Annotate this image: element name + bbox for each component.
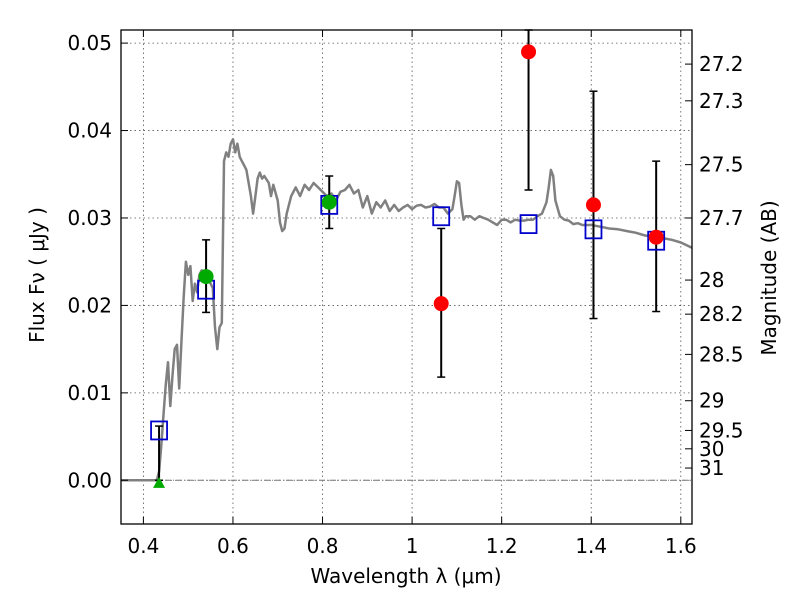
axes-frame-layer bbox=[120, 29, 693, 525]
plot-frame bbox=[120, 29, 693, 525]
x-tick-label: 0.4 bbox=[127, 534, 159, 558]
grid-layer bbox=[121, 30, 692, 524]
y2-tick-label: 27.2 bbox=[699, 52, 744, 76]
model-flux-square bbox=[150, 420, 168, 441]
model-flux-square bbox=[584, 219, 603, 240]
error-bar-layer bbox=[155, 29, 661, 482]
x-tick-label: 1.6 bbox=[665, 534, 697, 558]
x-tick-label: 1.2 bbox=[486, 534, 518, 558]
y-axis-title: Flux Fν ( μJy ) bbox=[25, 207, 49, 343]
model-flux-square bbox=[519, 214, 538, 235]
y-tick-label: 0.01 bbox=[67, 381, 112, 405]
y2-tick-label: 28.5 bbox=[699, 342, 744, 366]
y-tick-label: 0.03 bbox=[67, 206, 112, 230]
tick-layer: 0.4 0.6 0.8 1 1.2 1.4 1.6 0.00 0.01 0.02 0.03 0.04 0… bbox=[67, 30, 744, 558]
y2-tick-label: 28 bbox=[699, 268, 724, 292]
y2-tick-label: 29.5 bbox=[699, 418, 744, 442]
y2-tick-label: 31 bbox=[699, 456, 724, 480]
x-tick-label: 0.6 bbox=[217, 534, 249, 558]
y2-axis-title: Magnitude (AB) bbox=[757, 200, 781, 355]
x-tick-label: 0.8 bbox=[307, 534, 339, 558]
red-flux-point bbox=[585, 197, 601, 213]
y2-tick-label: 29 bbox=[699, 389, 724, 413]
y2-tick-label: 30 bbox=[699, 437, 724, 461]
y-tick-label: 0.05 bbox=[67, 31, 112, 55]
red-flux-point bbox=[648, 229, 664, 245]
x-axis-title: Wavelength λ (μm) bbox=[310, 564, 501, 588]
x-tick-label: 1.4 bbox=[575, 534, 607, 558]
green-flux-point bbox=[198, 269, 214, 285]
green-flux-point bbox=[321, 194, 337, 210]
y-tick-label: 0.04 bbox=[67, 119, 112, 143]
red-flux-point bbox=[433, 296, 449, 312]
y2-tick-label: 27.3 bbox=[699, 89, 744, 113]
y2-tick-label: 27.5 bbox=[699, 153, 744, 177]
y-tick-label: 0.00 bbox=[67, 468, 112, 492]
marker-layer bbox=[150, 44, 666, 488]
y-tick-label: 0.02 bbox=[67, 293, 112, 317]
y2-tick-label: 27.7 bbox=[699, 206, 744, 230]
model-flux-square bbox=[432, 206, 451, 227]
green-upper-limit-triangle bbox=[153, 476, 166, 488]
x-tick-label: 1 bbox=[406, 534, 419, 558]
red-flux-point bbox=[521, 44, 537, 60]
y2-tick-label: 28.2 bbox=[699, 302, 744, 326]
